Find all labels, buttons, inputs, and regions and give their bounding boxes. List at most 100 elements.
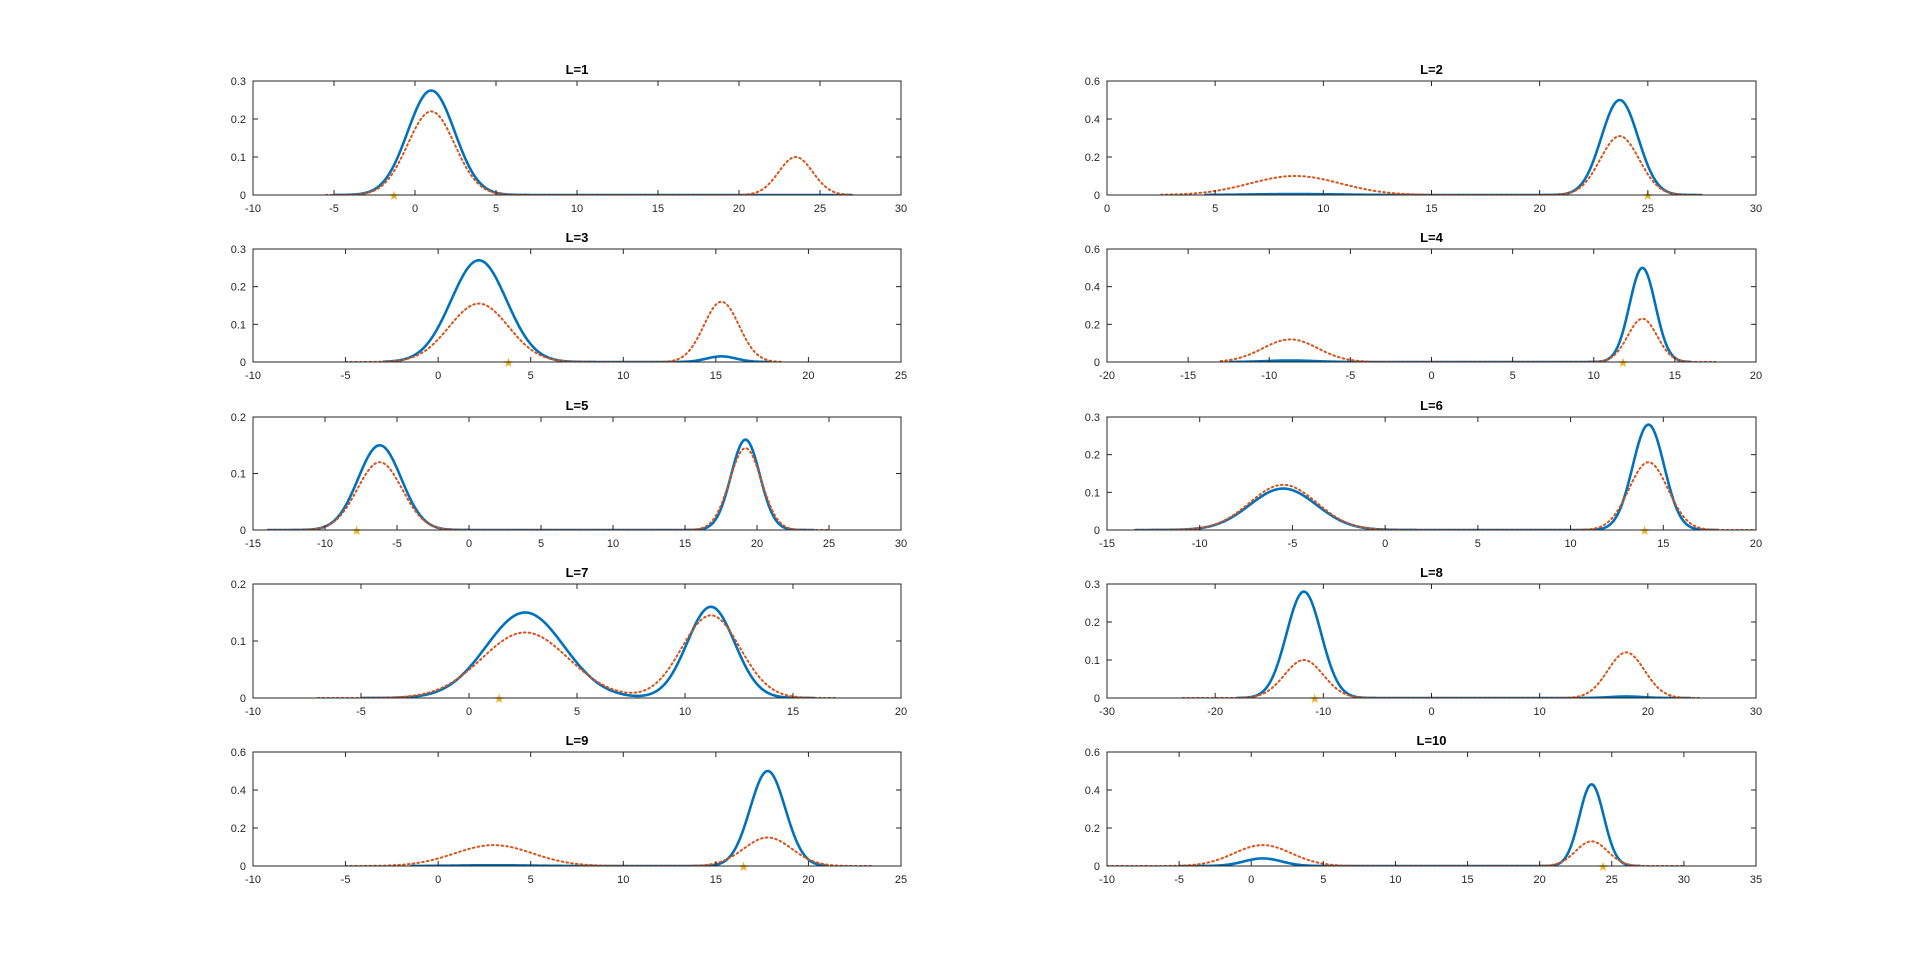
x-tick-label: 20 bbox=[733, 203, 745, 215]
plot-area bbox=[316, 605, 838, 698]
y-tick-label: 0 bbox=[1094, 190, 1100, 202]
y-tick-label: 0.1 bbox=[231, 152, 246, 164]
panel-title: L=9 bbox=[566, 733, 589, 748]
y-tick-label: 0.1 bbox=[1085, 655, 1100, 667]
series-solid-line bbox=[1179, 783, 1641, 866]
axes-box bbox=[1106, 80, 1757, 196]
x-tick-label: 5 bbox=[1320, 874, 1326, 886]
y-tick-label: 0.3 bbox=[1085, 412, 1100, 424]
x-tick-label: 15 bbox=[679, 538, 691, 550]
y-tick-label: 0.2 bbox=[231, 579, 246, 591]
series-dotted-line bbox=[1219, 317, 1717, 362]
x-tick-label: -10 bbox=[1315, 706, 1331, 718]
marker-star: ★ bbox=[1642, 189, 1654, 204]
axes-box bbox=[252, 751, 902, 867]
axes-box bbox=[1106, 751, 1757, 867]
x-tick-label: -5 bbox=[329, 203, 339, 215]
x-tick-label: 10 bbox=[617, 370, 629, 382]
x-tick-label: 20 bbox=[1534, 874, 1546, 886]
panel-title: L=1 bbox=[566, 62, 589, 77]
y-tick-label: 0.2 bbox=[231, 823, 246, 835]
panel-5: L=5 ★ -15 -10 -5 0 5 10 15 20 25 30 0 0.1 0.2 bbox=[231, 398, 907, 550]
x-tick-label: 5 bbox=[528, 874, 534, 886]
x-tick-label: 0 bbox=[435, 874, 441, 886]
x-tick-label: -20 bbox=[1099, 370, 1115, 382]
axes-box bbox=[252, 583, 902, 699]
x-tick-label: -5 bbox=[1345, 370, 1355, 382]
panel-1: L=1 ★ -10 -5 0 5 10 15 20 25 30 0 0.1 0.2 0.3 bbox=[231, 62, 907, 215]
x-tick-label: -5 bbox=[356, 706, 366, 718]
x-tick-label: 20 bbox=[895, 706, 907, 718]
axes-box bbox=[252, 80, 902, 196]
x-tick-label: 0 bbox=[466, 706, 472, 718]
series-solid-line bbox=[410, 769, 828, 866]
y-tick-label: 0.4 bbox=[1085, 114, 1100, 126]
x-tick-label: -10 bbox=[245, 370, 261, 382]
x-tick-label: 10 bbox=[1534, 706, 1546, 718]
y-tick-label: 0 bbox=[240, 190, 246, 202]
plot-area bbox=[1107, 783, 1685, 866]
plot-area bbox=[1219, 266, 1717, 362]
panel-2: L=2 ★ 0 5 10 15 20 25 30 0 0.2 0.4 0.6 bbox=[1085, 62, 1762, 215]
panel-6: L=6 ★ -15 -10 -5 0 5 10 15 20 0 0.1 0.2 0.3 bbox=[1085, 398, 1762, 550]
x-tick-label: 5 bbox=[1212, 203, 1218, 215]
y-tick-label: 0.6 bbox=[1085, 244, 1100, 256]
x-tick-label: 10 bbox=[1564, 538, 1576, 550]
axes-box bbox=[1106, 416, 1757, 531]
series-solid-line bbox=[1134, 423, 1719, 530]
panel-9: L=9 ★ -10 -5 0 5 10 15 20 25 0 0.2 0.4 0.6 bbox=[231, 733, 907, 886]
y-tick-label: 0.2 bbox=[1085, 617, 1100, 629]
marker-star: ★ bbox=[503, 356, 515, 371]
plot-area bbox=[324, 89, 854, 195]
series-solid-line bbox=[361, 605, 815, 698]
x-tick-label: 30 bbox=[1750, 706, 1762, 718]
series-solid-line bbox=[267, 438, 815, 530]
series-dotted-line bbox=[344, 836, 875, 866]
x-tick-label: 25 bbox=[1642, 203, 1654, 215]
x-tick-label: -10 bbox=[1261, 370, 1277, 382]
x-tick-label: 0 bbox=[466, 538, 472, 550]
x-tick-label: 5 bbox=[1475, 538, 1481, 550]
x-tick-label: 30 bbox=[1678, 874, 1690, 886]
y-tick-label: 0.6 bbox=[1085, 747, 1100, 759]
x-tick-label: -10 bbox=[245, 706, 261, 718]
series-dotted-line bbox=[1133, 461, 1756, 530]
x-tick-label: 20 bbox=[1750, 538, 1762, 550]
plot-area bbox=[266, 438, 830, 530]
y-tick-label: 0.6 bbox=[1085, 76, 1100, 88]
x-tick-label: 20 bbox=[751, 538, 763, 550]
y-tick-label: 0.3 bbox=[231, 76, 246, 88]
panel-title: L=10 bbox=[1417, 733, 1447, 748]
y-tick-label: 0.1 bbox=[231, 319, 246, 331]
x-tick-label: -5 bbox=[1174, 874, 1184, 886]
y-tick-label: 0.4 bbox=[1085, 282, 1100, 294]
axes-box bbox=[252, 248, 902, 363]
x-tick-label: 30 bbox=[1750, 203, 1762, 215]
x-tick-label: -15 bbox=[1099, 538, 1115, 550]
x-tick-label: -5 bbox=[341, 874, 351, 886]
x-tick-label: -5 bbox=[341, 370, 351, 382]
x-tick-label: -30 bbox=[1099, 706, 1115, 718]
y-tick-label: 0.2 bbox=[1085, 319, 1100, 331]
series-solid-line bbox=[1228, 266, 1692, 362]
series-dotted-line bbox=[344, 300, 782, 362]
y-tick-label: 0.1 bbox=[231, 469, 246, 481]
x-tick-label: 0 bbox=[1382, 538, 1388, 550]
y-tick-label: 0.2 bbox=[1085, 450, 1100, 462]
y-tick-label: 0.2 bbox=[231, 282, 246, 294]
x-tick-label: -15 bbox=[245, 538, 261, 550]
marker-star: ★ bbox=[1597, 860, 1609, 875]
panel-title: L=7 bbox=[566, 565, 589, 580]
y-tick-label: 0.2 bbox=[1085, 823, 1100, 835]
axes-box bbox=[1106, 583, 1757, 699]
x-tick-label: 10 bbox=[607, 538, 619, 550]
y-tick-label: 0 bbox=[240, 861, 246, 873]
series-dotted-line bbox=[266, 447, 830, 530]
y-tick-label: 0.4 bbox=[1085, 785, 1100, 797]
x-tick-label: 10 bbox=[679, 706, 691, 718]
x-tick-label: -10 bbox=[1099, 874, 1115, 886]
plot-area bbox=[1181, 590, 1703, 698]
x-tick-label: 20 bbox=[1642, 706, 1654, 718]
series-solid-line bbox=[1204, 98, 1702, 195]
